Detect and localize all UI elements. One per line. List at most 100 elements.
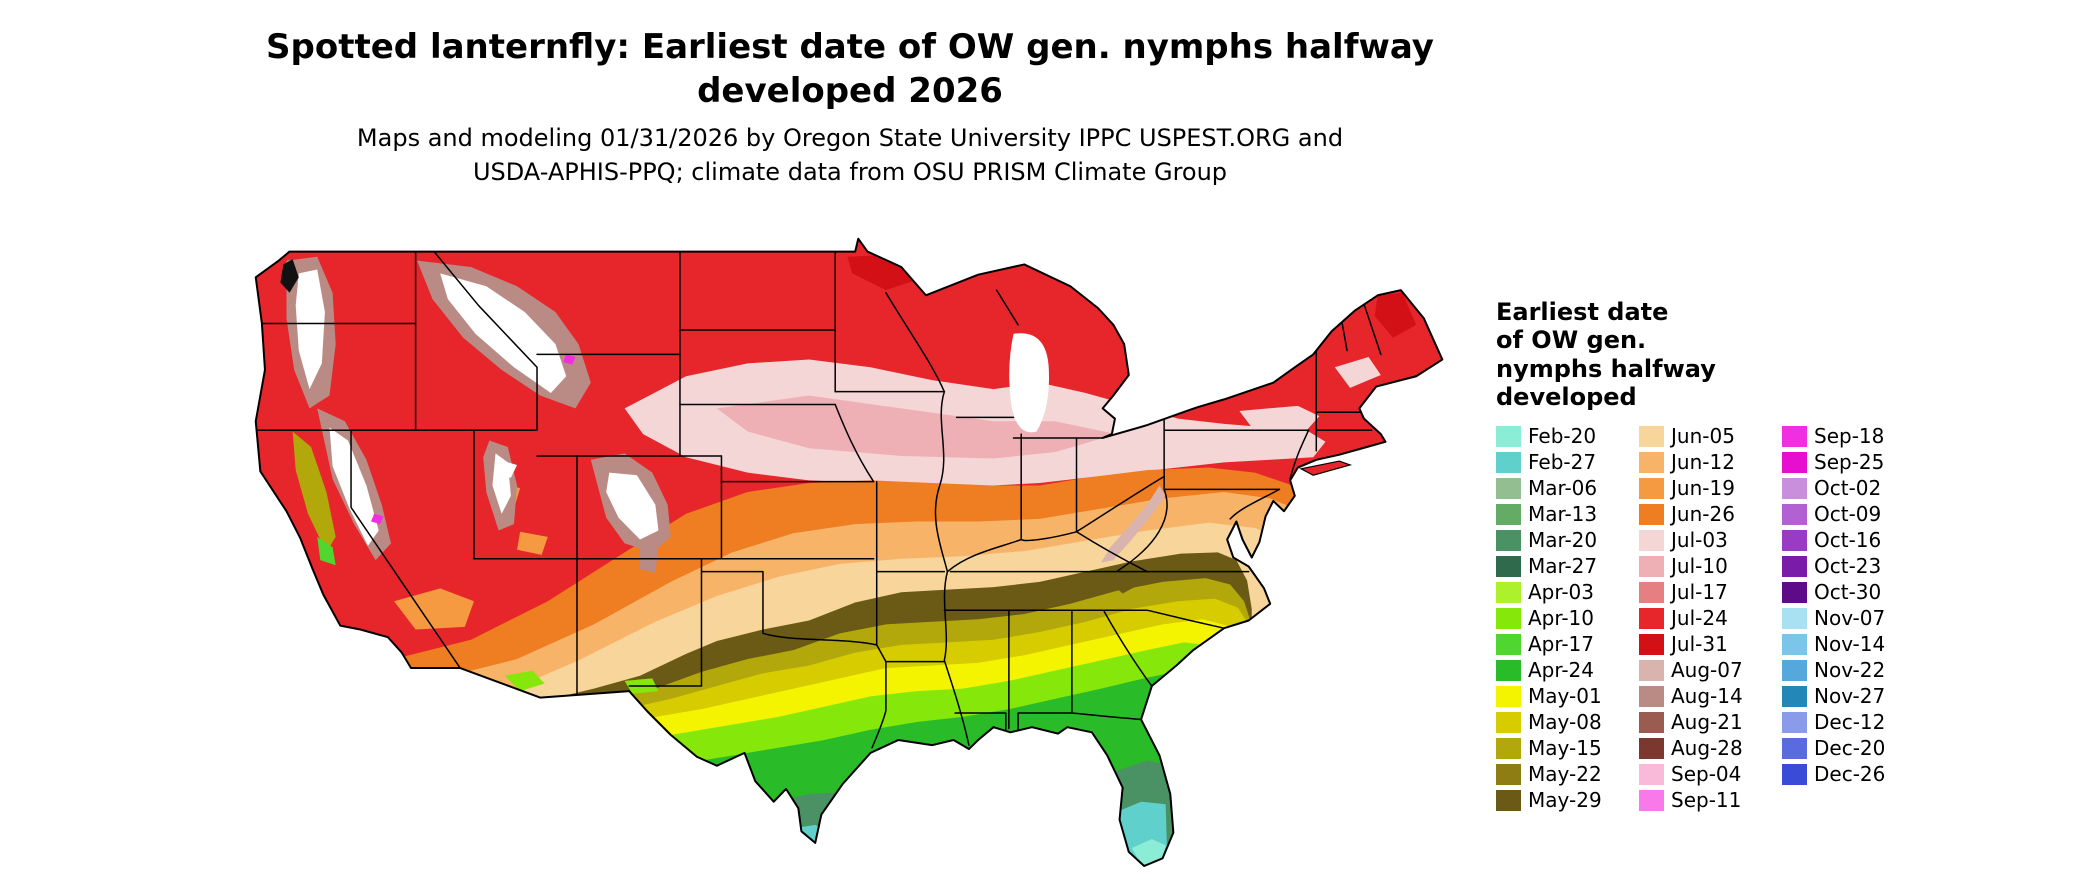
legend-swatch bbox=[1496, 529, 1521, 551]
legend-title-line: of OW gen. bbox=[1496, 326, 1647, 355]
legend-entry: Jun-05 bbox=[1639, 423, 1770, 449]
band-patch bbox=[394, 588, 474, 630]
legend-label: Oct-02 bbox=[1814, 476, 1882, 501]
legend-title: Earliest date of OW gen. nymphs halfway dev… bbox=[1496, 298, 1916, 411]
legend-swatch bbox=[1639, 763, 1664, 785]
legend-entry: Jun-12 bbox=[1639, 449, 1770, 475]
legend-label: Nov-07 bbox=[1814, 606, 1886, 631]
legend-swatch bbox=[1782, 503, 1807, 525]
legend-entry: May-22 bbox=[1496, 761, 1627, 787]
legend-label: Nov-27 bbox=[1814, 684, 1886, 709]
map-subtitle-line2: USDA-APHIS-PPQ; climate data from OSU PR… bbox=[472, 157, 1228, 186]
long-island bbox=[1301, 461, 1350, 475]
legend-entry: Mar-20 bbox=[1496, 527, 1627, 553]
lake-michigan bbox=[1009, 333, 1050, 433]
legend-entry: Sep-04 bbox=[1639, 761, 1770, 787]
legend-swatch bbox=[1782, 659, 1807, 681]
us-map-svg bbox=[225, 222, 1470, 884]
legend-label: Dec-26 bbox=[1814, 762, 1886, 787]
legend-entry: Dec-12 bbox=[1782, 709, 1913, 735]
legend-entry: May-01 bbox=[1496, 683, 1627, 709]
legend-entry: Apr-03 bbox=[1496, 579, 1627, 605]
legend-swatch bbox=[1782, 607, 1807, 629]
legend-column: Sep-18 Sep-25 Oct-02 Oct-09 Oct-16 Oct-23 Oct-… bbox=[1782, 423, 1913, 813]
legend-label: Jul-10 bbox=[1671, 554, 1728, 579]
mountain-snow bbox=[606, 472, 659, 540]
legend-swatch bbox=[1496, 659, 1521, 681]
legend-swatch bbox=[1496, 789, 1521, 811]
us-choropleth-map bbox=[225, 222, 1470, 884]
legend-entry: Aug-14 bbox=[1639, 683, 1770, 709]
legend-swatch bbox=[1496, 503, 1521, 525]
band-patch bbox=[317, 536, 336, 566]
legend-label: Dec-12 bbox=[1814, 710, 1886, 735]
legend-swatch bbox=[1782, 477, 1807, 499]
legend-swatch bbox=[1496, 711, 1521, 733]
legend-entry: Apr-10 bbox=[1496, 605, 1627, 631]
legend-entry: Jul-24 bbox=[1639, 605, 1770, 631]
legend-swatch bbox=[1782, 737, 1807, 759]
band-patch bbox=[1334, 356, 1381, 388]
legend-swatch bbox=[1496, 633, 1521, 655]
legend-entry: Dec-20 bbox=[1782, 735, 1913, 761]
legend-swatch bbox=[1496, 737, 1521, 759]
band bbox=[255, 760, 1174, 867]
legend-label: Jun-19 bbox=[1671, 476, 1735, 501]
legend-entry: Jul-10 bbox=[1639, 553, 1770, 579]
legend-swatch bbox=[1782, 685, 1807, 707]
legend-label: Nov-14 bbox=[1814, 632, 1886, 657]
band-patch bbox=[1113, 567, 1157, 594]
legend-label: Sep-18 bbox=[1814, 424, 1885, 449]
legend-entry: Dec-26 bbox=[1782, 761, 1913, 787]
legend-label: Sep-11 bbox=[1671, 788, 1742, 813]
legend-entry: Oct-23 bbox=[1782, 553, 1913, 579]
legend-entry: Aug-21 bbox=[1639, 709, 1770, 735]
legend-entry: Jun-19 bbox=[1639, 475, 1770, 501]
map-title: Spotted lanternfly: Earliest date of OW … bbox=[0, 26, 1700, 113]
legend-swatch bbox=[1639, 633, 1664, 655]
legend-swatch bbox=[1639, 659, 1664, 681]
band-patch bbox=[1101, 485, 1166, 563]
band bbox=[759, 801, 1169, 867]
legend-entry: Mar-13 bbox=[1496, 501, 1627, 527]
mountain-snow bbox=[295, 269, 325, 390]
legend-swatch bbox=[1782, 711, 1807, 733]
legend-entry: Jul-03 bbox=[1639, 527, 1770, 553]
legend-column: Feb-20 Feb-27 Mar-06 Mar-13 Mar-20 Mar-27 Apr-… bbox=[1496, 423, 1627, 813]
band-patch bbox=[1239, 405, 1320, 437]
legend-label: Apr-17 bbox=[1528, 632, 1594, 657]
mountain-snow bbox=[440, 273, 567, 393]
band-patch bbox=[517, 531, 548, 555]
legend-entry: Oct-02 bbox=[1782, 475, 1913, 501]
legend-label: Feb-20 bbox=[1528, 424, 1597, 449]
puget-sound bbox=[280, 259, 299, 293]
legend-swatch bbox=[1496, 555, 1521, 577]
great-salt-lake bbox=[495, 459, 518, 478]
legend-label: Jun-05 bbox=[1671, 424, 1735, 449]
legend-swatch bbox=[1639, 737, 1664, 759]
legend-entry: Oct-16 bbox=[1782, 527, 1913, 553]
legend-label: Mar-20 bbox=[1528, 528, 1598, 553]
legend-swatch bbox=[1639, 451, 1664, 473]
legend-entry: Nov-27 bbox=[1782, 683, 1913, 709]
legend-entry: Mar-27 bbox=[1496, 553, 1627, 579]
band-patch bbox=[292, 431, 336, 553]
legend-label: Nov-22 bbox=[1814, 658, 1886, 683]
band-patch bbox=[1131, 839, 1166, 865]
legend-entry: Jul-17 bbox=[1639, 579, 1770, 605]
band-patch bbox=[504, 670, 545, 692]
legend-label: Mar-06 bbox=[1528, 476, 1598, 501]
legend-label: Dec-20 bbox=[1814, 736, 1886, 761]
legend-swatch bbox=[1496, 685, 1521, 707]
legend-entry: May-29 bbox=[1496, 787, 1627, 813]
legend-swatch bbox=[1639, 503, 1664, 525]
legend-label: May-01 bbox=[1528, 684, 1602, 709]
legend-label: Jul-24 bbox=[1671, 606, 1728, 631]
legend-label: Apr-10 bbox=[1528, 606, 1594, 631]
legend-entry: Jun-26 bbox=[1639, 501, 1770, 527]
legend-swatch bbox=[1639, 711, 1664, 733]
legend-swatch bbox=[1639, 685, 1664, 707]
legend-label: May-15 bbox=[1528, 736, 1602, 761]
legend-entry: Nov-07 bbox=[1782, 605, 1913, 631]
